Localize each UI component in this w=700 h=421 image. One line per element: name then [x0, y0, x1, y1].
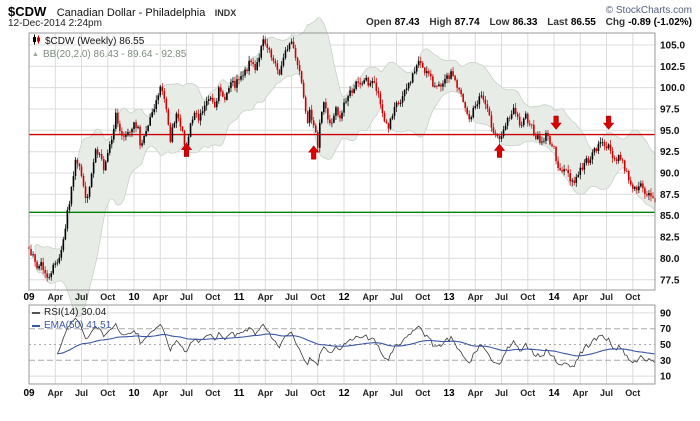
rsi-line-icon — [32, 311, 40, 314]
svg-text:Jul: Jul — [285, 292, 298, 302]
datetime-label: 12-Dec-2014 2:24pm — [8, 18, 102, 29]
instrument-name: Canadian Dollar - Philadelphia — [56, 7, 206, 19]
svg-text:Oct: Oct — [100, 292, 115, 302]
svg-text:80.0: 80.0 — [660, 254, 680, 265]
svg-text:97.5: 97.5 — [660, 104, 680, 115]
rsi-legend-label: RSI(14) 30.04 — [44, 307, 107, 318]
svg-text:Jul: Jul — [180, 292, 193, 302]
svg-text:Jul: Jul — [75, 292, 88, 302]
svg-text:Jul: Jul — [495, 388, 508, 398]
ema-legend-label: EMA(50) 41.51 — [44, 320, 112, 331]
symbol: $CDW — [8, 4, 47, 19]
low-value: 86.33 — [512, 17, 538, 28]
bollinger-legend-label: BB(20,2.0) 86.43 - 89.64 - 92.85 — [42, 49, 187, 60]
svg-text:Oct: Oct — [310, 292, 325, 302]
svg-text:Jul: Jul — [390, 388, 403, 398]
svg-text:13: 13 — [443, 292, 455, 303]
chart-header: $CDW Canadian Dollar - Philadelphia INDX — [8, 3, 236, 21]
svg-text:Oct: Oct — [205, 292, 220, 302]
svg-text:Apr: Apr — [48, 388, 64, 398]
svg-text:Apr: Apr — [153, 388, 169, 398]
svg-text:Apr: Apr — [573, 388, 589, 398]
svg-text:Apr: Apr — [468, 292, 484, 302]
candlestick-icon — [32, 34, 41, 49]
ema-line-icon — [32, 324, 40, 327]
svg-text:Jul: Jul — [390, 292, 403, 302]
svg-text:10: 10 — [660, 372, 672, 383]
svg-text:Jul: Jul — [600, 388, 613, 398]
svg-text:100.0: 100.0 — [660, 83, 685, 94]
chg-label: Chg — [605, 17, 626, 28]
svg-text:90: 90 — [660, 308, 672, 319]
svg-text:13: 13 — [443, 388, 455, 399]
svg-text:11: 11 — [234, 292, 245, 303]
svg-text:Apr: Apr — [468, 388, 484, 398]
price-legend-label: $CDW (Weekly) 86.55 — [45, 36, 145, 47]
last-label: Last — [547, 17, 568, 28]
high-label: High — [429, 17, 452, 28]
svg-text:50: 50 — [660, 340, 672, 351]
svg-text:Oct: Oct — [625, 388, 640, 398]
svg-text:Apr: Apr — [363, 388, 379, 398]
price-legend: $CDW (Weekly) 86.55 ▲ BB(20,2.0) 86.43 -… — [32, 34, 187, 61]
svg-text:70: 70 — [660, 324, 672, 335]
open-label: Open — [366, 17, 392, 28]
svg-text:Apr: Apr — [153, 292, 169, 302]
low-label: Low — [489, 17, 510, 28]
svg-text:Jul: Jul — [75, 388, 88, 398]
chg-value: -0.89 (-1.02%) — [628, 17, 692, 28]
svg-text:Apr: Apr — [363, 292, 379, 302]
svg-text:Oct: Oct — [520, 388, 535, 398]
svg-text:92.5: 92.5 — [660, 147, 680, 158]
svg-text:09: 09 — [23, 388, 35, 399]
exchange-label: INDX — [214, 8, 237, 18]
svg-text:14: 14 — [548, 388, 560, 399]
svg-text:11: 11 — [234, 388, 245, 399]
svg-text:10: 10 — [128, 292, 140, 303]
svg-text:Apr: Apr — [48, 292, 64, 302]
svg-text:Jul: Jul — [495, 292, 508, 302]
svg-text:10: 10 — [128, 388, 140, 399]
svg-text:Oct: Oct — [625, 292, 640, 302]
svg-text:87.5: 87.5 — [660, 190, 680, 201]
svg-text:12: 12 — [338, 388, 350, 399]
high-value: 87.74 — [454, 17, 480, 28]
svg-text:30: 30 — [660, 356, 672, 367]
svg-text:Oct: Oct — [100, 388, 115, 398]
svg-text:Apr: Apr — [258, 388, 274, 398]
svg-text:14: 14 — [548, 292, 560, 303]
svg-text:90.0: 90.0 — [660, 169, 680, 180]
svg-text:Oct: Oct — [415, 292, 430, 302]
svg-text:Apr: Apr — [573, 292, 589, 302]
last-value: 86.55 — [570, 17, 596, 28]
bollinger-marker-icon: ▲ — [32, 51, 39, 58]
svg-text:Jul: Jul — [180, 388, 193, 398]
svg-text:09: 09 — [23, 292, 35, 303]
ohlc-quote-line: Open 87.43 High 87.74 Low 86.33 Last 86.55 C… — [359, 17, 692, 28]
rsi-legend: RSI(14) 30.04 EMA(50) 41.51 — [32, 306, 111, 332]
svg-text:77.5: 77.5 — [660, 275, 680, 286]
svg-text:105.0: 105.0 — [660, 40, 685, 51]
svg-text:Oct: Oct — [415, 388, 430, 398]
svg-text:Oct: Oct — [310, 388, 325, 398]
svg-text:Jul: Jul — [600, 292, 613, 302]
svg-text:Oct: Oct — [520, 292, 535, 302]
svg-text:95.0: 95.0 — [660, 126, 680, 137]
open-value: 87.43 — [394, 17, 420, 28]
copyright-text: © StockCharts.com — [605, 5, 692, 16]
svg-text:12: 12 — [338, 292, 350, 303]
svg-text:82.5: 82.5 — [660, 233, 680, 244]
svg-text:Apr: Apr — [258, 292, 274, 302]
svg-text:Jul: Jul — [285, 388, 298, 398]
svg-text:Oct: Oct — [205, 388, 220, 398]
svg-text:102.5: 102.5 — [660, 62, 685, 73]
svg-text:85.0: 85.0 — [660, 211, 680, 222]
